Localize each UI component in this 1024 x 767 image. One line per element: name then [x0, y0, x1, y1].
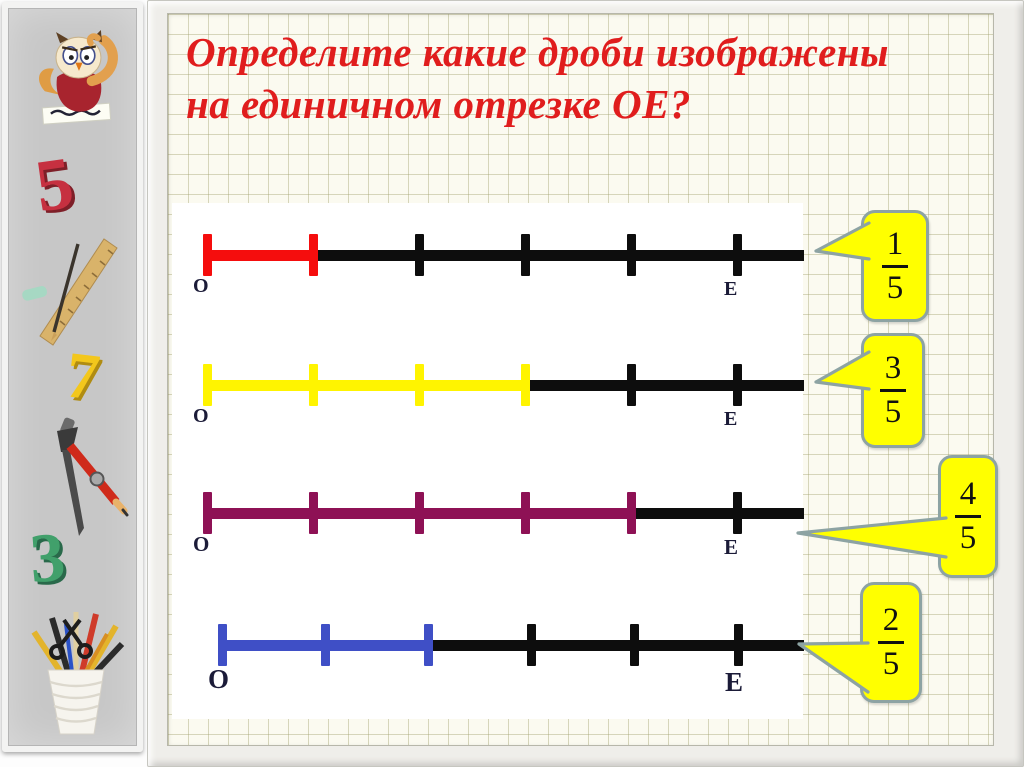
owl-mascot-icon	[39, 30, 118, 125]
digit-5: 5	[30, 141, 79, 229]
title-line-1: Определите какие дроби изображены	[186, 29, 890, 75]
number-lines-panel	[172, 203, 803, 719]
title-line-2: на единичном отрезке ОЕ?	[186, 81, 691, 127]
digit-3: 3	[27, 518, 68, 599]
ruler-and-pencil-icon	[22, 238, 118, 346]
digit-7: 7	[61, 338, 104, 415]
drafting-compass-icon	[57, 417, 129, 536]
slide-title: Определите какие дроби изображены на еди…	[186, 26, 889, 130]
pencil-cup-icon	[31, 612, 125, 735]
decorative-sidebar: 5 7 3	[2, 2, 143, 752]
